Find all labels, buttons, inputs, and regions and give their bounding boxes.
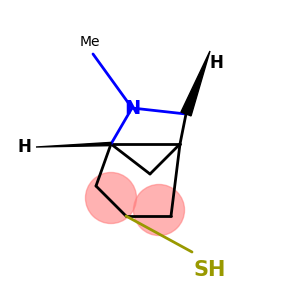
- Text: Me: Me: [80, 35, 100, 49]
- Circle shape: [134, 184, 184, 236]
- Text: SH: SH: [194, 260, 226, 280]
- Text: N: N: [124, 98, 140, 118]
- Text: H: H: [17, 138, 31, 156]
- Polygon shape: [36, 142, 111, 147]
- Polygon shape: [181, 51, 210, 116]
- Circle shape: [85, 172, 136, 224]
- Text: H: H: [209, 54, 223, 72]
